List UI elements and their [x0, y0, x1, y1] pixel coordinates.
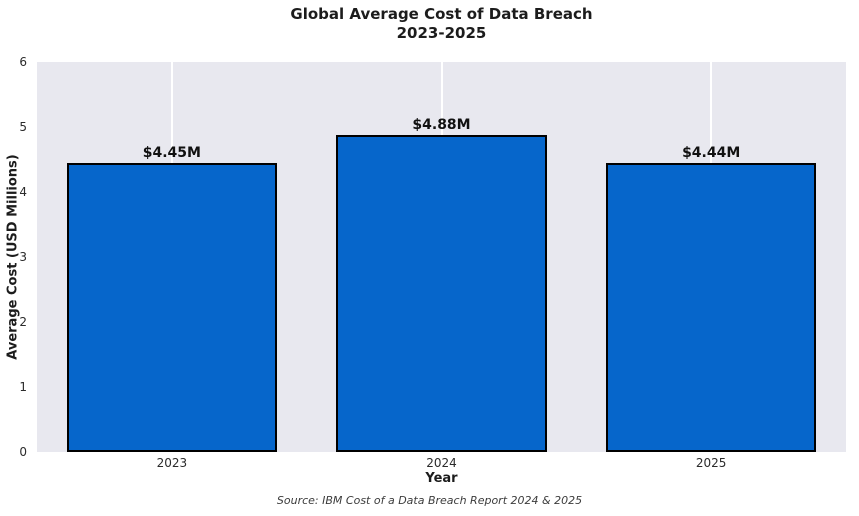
- y-tick-label: 5: [19, 120, 27, 134]
- chart-title-line2: 2023-2025: [396, 24, 487, 42]
- chart-title: Global Average Cost of Data Breach 2023-…: [37, 5, 846, 43]
- bar-slot-2023: $4.45M: [37, 62, 307, 452]
- x-tick-label: 2025: [695, 456, 727, 470]
- bar-value-label: $4.88M: [412, 116, 471, 133]
- chart-title-line1: Global Average Cost of Data Breach: [290, 5, 593, 23]
- source-note: Source: IBM Cost of a Data Breach Report…: [276, 494, 583, 507]
- x-tick-label: 2024: [426, 456, 457, 470]
- y-axis-ticks: 0 1 2 3 4 5 6: [0, 56, 33, 458]
- bar-value-label: $4.44M: [682, 145, 741, 162]
- y-tick-label: 4: [19, 185, 27, 200]
- y-tick-label: 6: [19, 55, 27, 69]
- bar-slot-2025: $4.44M: [576, 62, 846, 452]
- x-tick-label: 2023: [156, 456, 188, 470]
- bar-2023: [66, 162, 277, 452]
- plot-area: $4.45M $4.88M $4.44M: [37, 62, 846, 452]
- x-axis-label: Year: [425, 471, 458, 486]
- bar-2024: [336, 134, 547, 452]
- bar-2025: [606, 163, 817, 452]
- y-tick-label: 3: [19, 250, 27, 264]
- y-tick-label: 2: [19, 315, 27, 330]
- x-axis-ticks: 2023 2024 2025: [37, 456, 846, 470]
- y-tick-label: 1: [19, 380, 27, 395]
- y-tick-label: 0: [19, 445, 27, 459]
- bar-slot-2024: $4.88M: [307, 62, 577, 452]
- bar-value-label: $4.45M: [142, 144, 201, 161]
